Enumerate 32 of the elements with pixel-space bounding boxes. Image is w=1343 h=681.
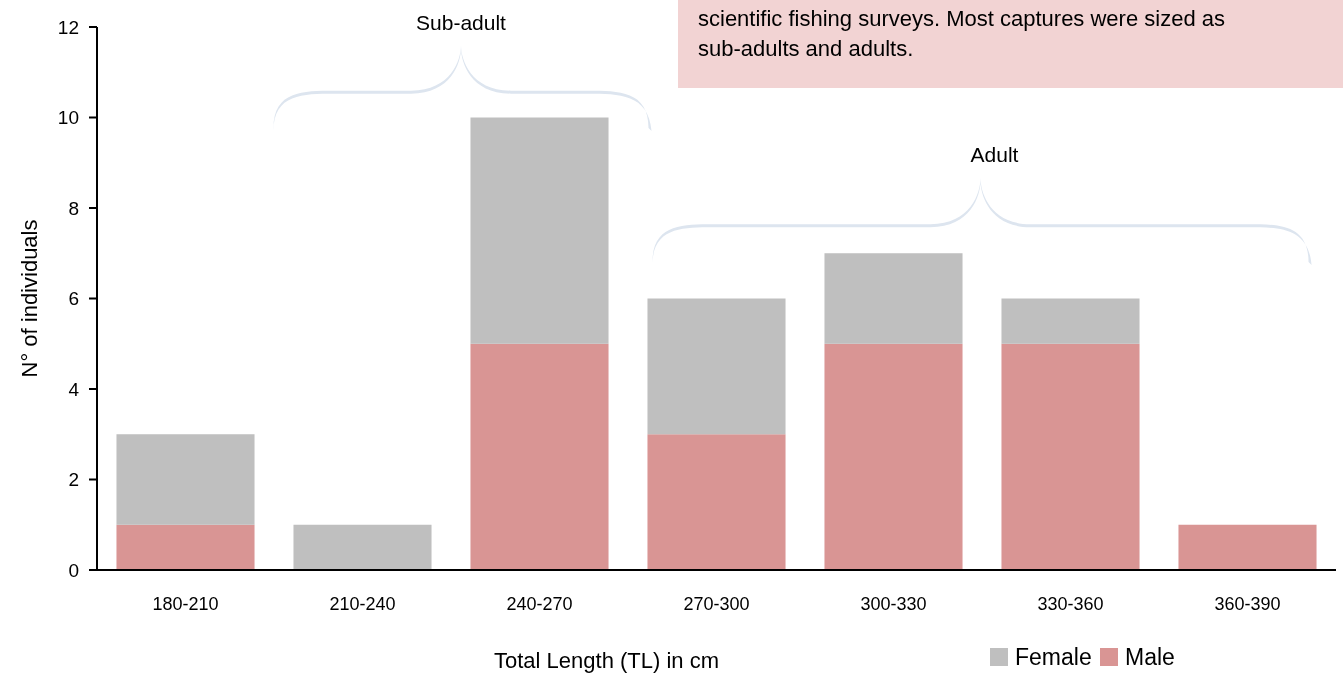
bar: [470, 343, 609, 570]
bar: [1001, 343, 1140, 570]
x-tick-label: 210-240: [329, 594, 396, 614]
bar: [647, 298, 786, 435]
y-tick-label: 12: [57, 16, 79, 38]
legend-label: Female: [1015, 644, 1092, 670]
x-tick-label: 330-360: [1037, 594, 1104, 614]
bar: [1178, 524, 1317, 570]
y-tick-label: 0: [68, 559, 79, 581]
y-axis-title: N° of individuals: [17, 219, 42, 378]
bar: [293, 524, 432, 570]
y-tick-label: 8: [68, 197, 79, 219]
annotation: Sub-adult: [416, 11, 507, 34]
bar: [116, 434, 255, 525]
x-axis-title: Total Length (TL) in cm: [494, 648, 719, 673]
x-tick-label: 240-270: [506, 594, 573, 614]
bar: [116, 524, 255, 570]
y-tick-label: 6: [68, 288, 79, 310]
y-tick-label: 2: [68, 469, 79, 491]
bar: [647, 434, 786, 570]
y-tick-label: 4: [68, 378, 80, 400]
annotation: Adult: [970, 143, 1019, 166]
legend-label: Male: [1125, 644, 1175, 670]
x-tick-label: 300-330: [860, 594, 927, 614]
x-tick-label: 360-390: [1214, 594, 1281, 614]
x-tick-label: 180-210: [152, 594, 219, 614]
bar: [1001, 298, 1140, 344]
y-tick-label: 10: [57, 107, 79, 129]
bar: [824, 253, 963, 344]
x-tick-label: 270-300: [683, 594, 750, 614]
annotation: scientific fishing surveys. Most captures were sized as sub-adults and adults.: [698, 5, 1226, 63]
bar: [824, 343, 963, 570]
